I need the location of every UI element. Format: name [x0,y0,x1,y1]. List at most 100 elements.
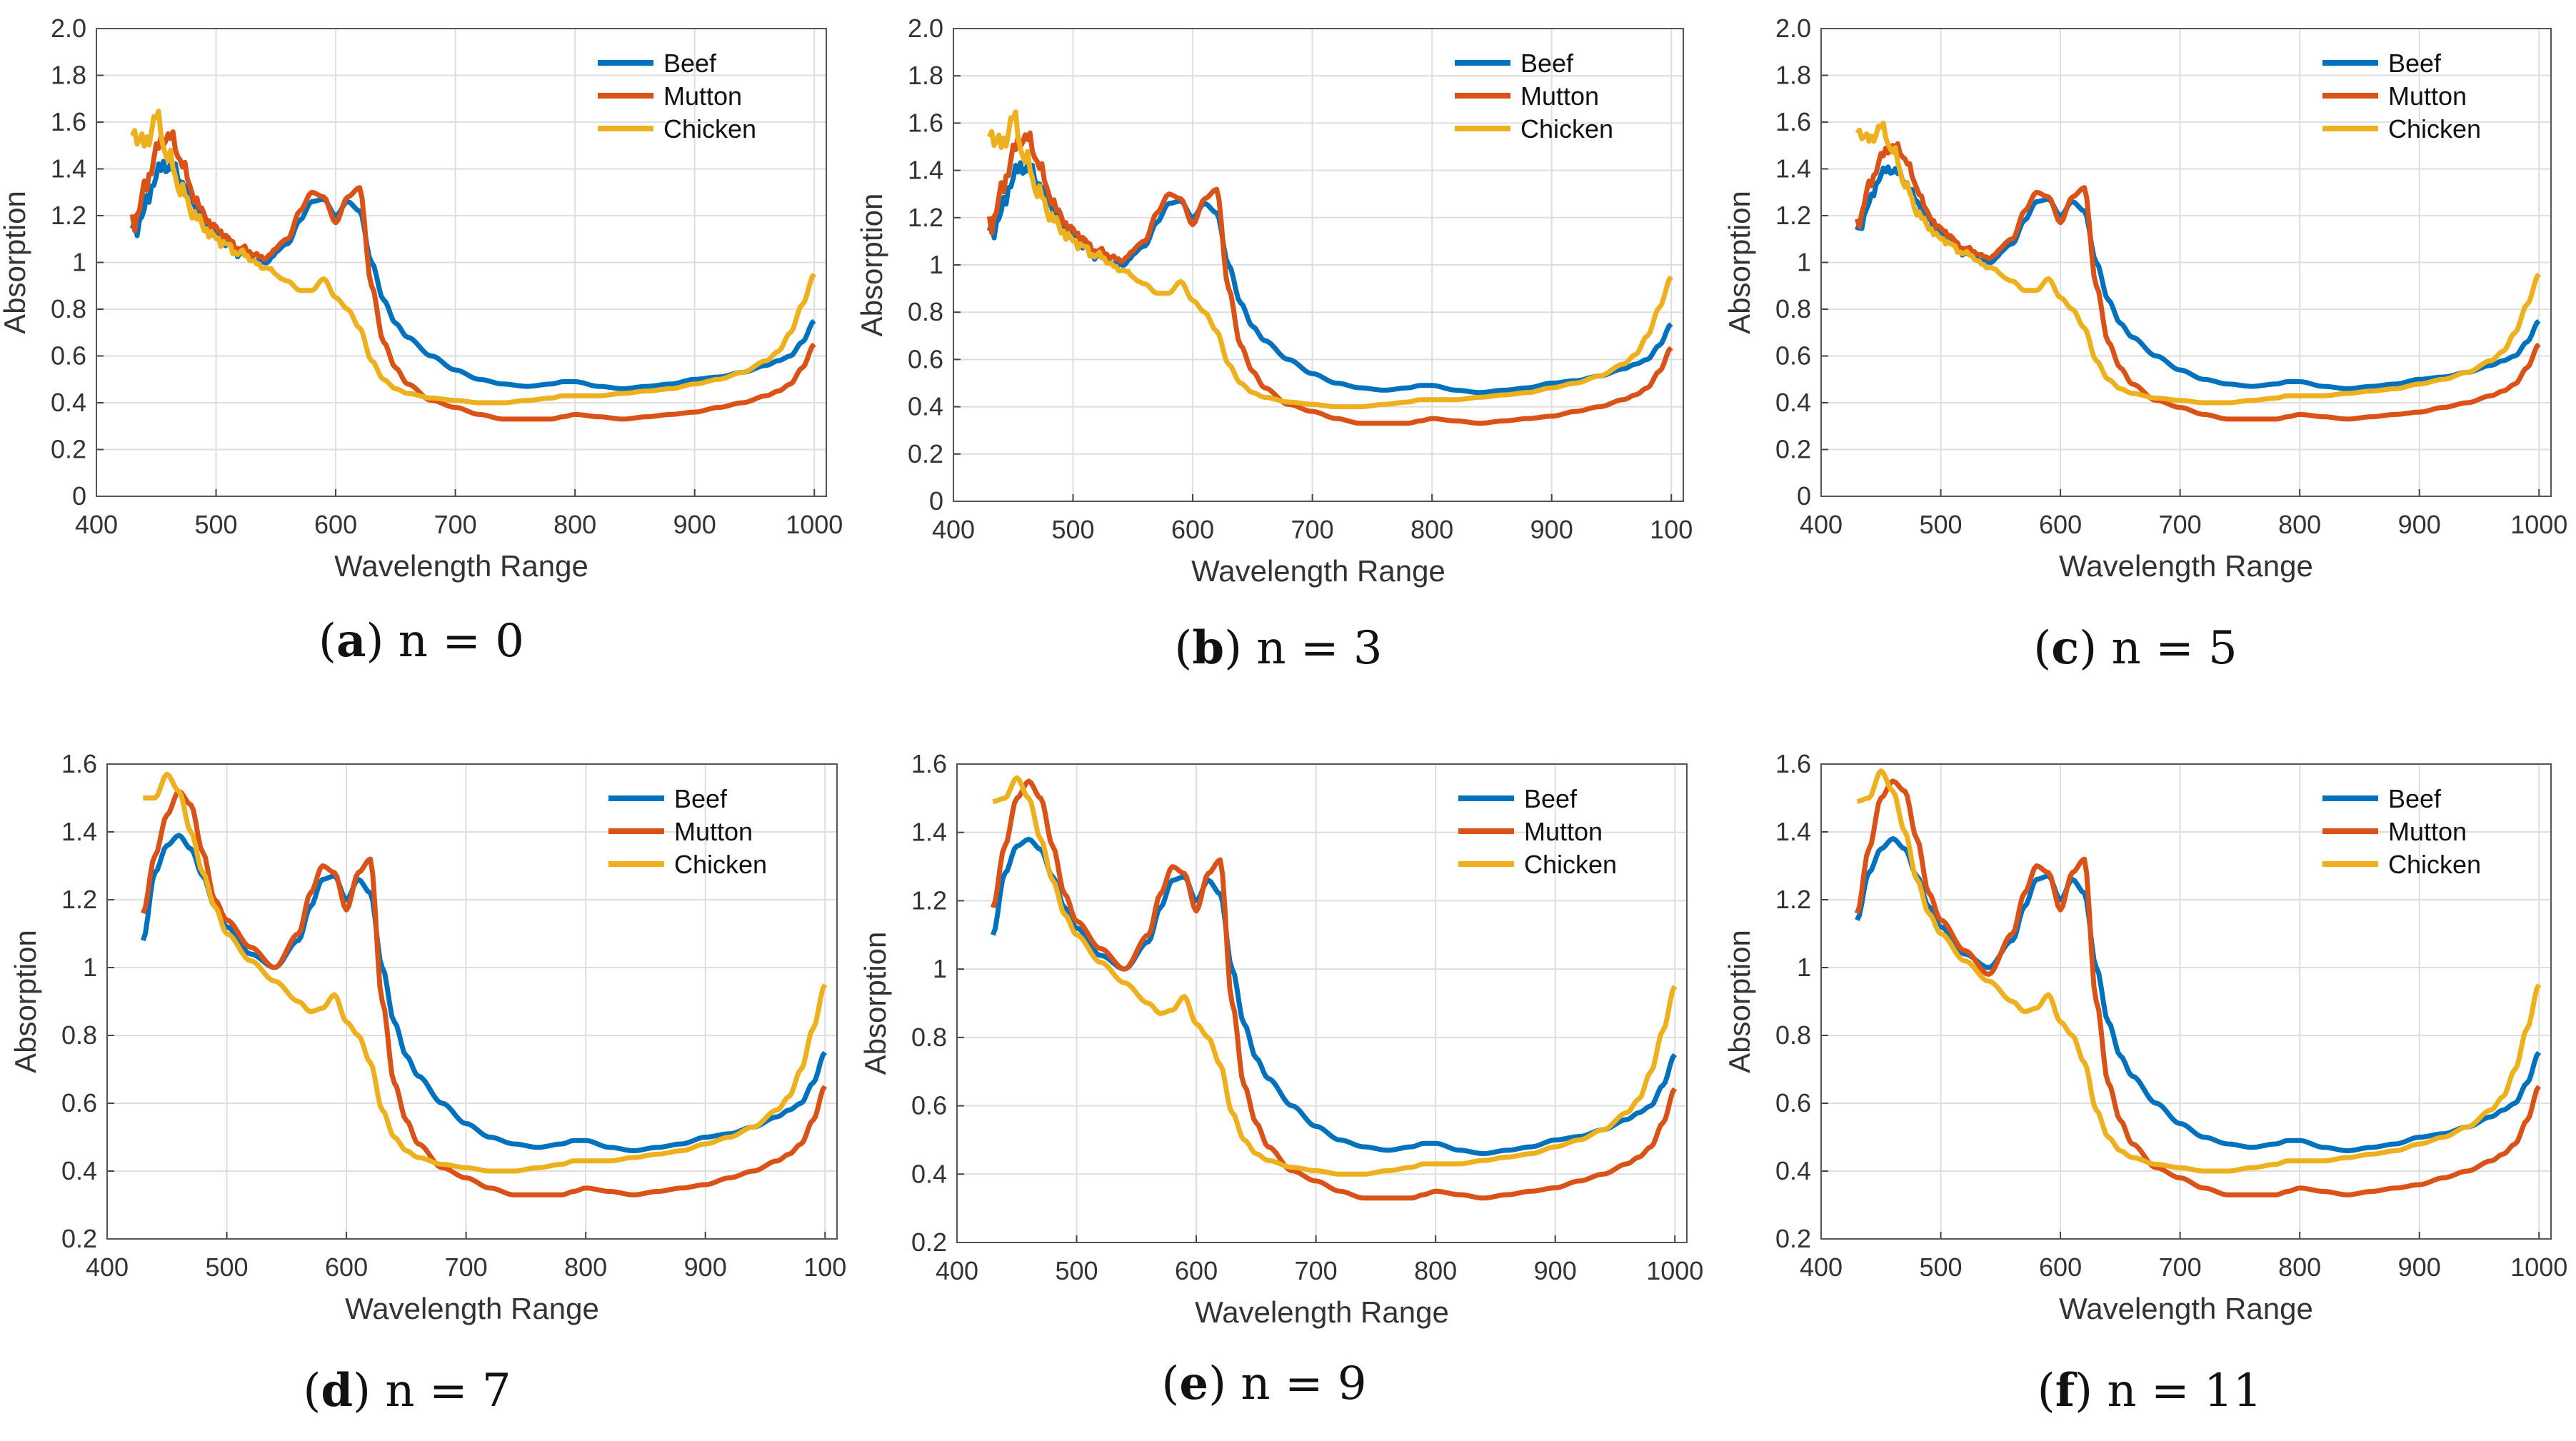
axes-frame-e [956,763,1688,1243]
caption-text-d: n = 7 [385,1365,511,1417]
y-tick-label-b: 1.6 [908,108,943,137]
x-axis-label-e: Wavelength Range [1195,1295,1449,1329]
axes-frame-b [953,28,1684,502]
x-tick-label-b: 700 [1291,515,1334,544]
x-tick-label-e: 500 [1056,1256,1098,1285]
plot-area-d [107,764,837,1239]
x-tick-label-b: 100 [1650,515,1693,544]
y-tick-label-c: 0.4 [1775,388,1811,417]
y-tick-label-a: 0.6 [51,341,86,371]
x-tick-label-b: 900 [1530,515,1573,544]
y-tick-label-c: 0.2 [1775,435,1811,464]
y-axis-label-e: Absorption [858,932,892,1075]
chart-b: 400 500 600 700 800 900 10000.20.40.60.811.21.… [855,14,1693,588]
y-axis-label-b: Absorption [855,194,888,337]
x-tick-label-c: 900 [2398,510,2441,539]
axes-frame-d [106,763,838,1240]
chart-c: 400 500 600 700 800 900 1000 0 0.2 0.4 0.6 0.8 1 1.2 1… [1723,14,2567,583]
y-tick-label-b: 0.2 [908,439,943,468]
x-axis-label-d: Wavelength Range [345,1292,599,1325]
plot-area-e [957,764,1687,1242]
legend-label-mutton-e: Mutton [1524,817,1603,846]
x-tick-label-d: 600 [325,1252,368,1282]
x-tick-label-f: 400 [1800,1252,1843,1282]
caption-label-c: c [2051,621,2080,675]
y-tick-label-d: 0.4 [61,1156,97,1185]
y-tick-label-f: 1 [1797,953,1811,982]
y-tick-label-e: 0.4 [911,1159,947,1188]
series-line-mutton-b [986,130,1673,426]
x-tick-label-d: 700 [445,1252,488,1282]
x-tick-label-e: 700 [1295,1256,1338,1285]
y-tick-label-b: 0.8 [908,297,943,326]
y-tick-label-c: 1.2 [1775,201,1811,230]
y-tick-label-e: 0.8 [911,1023,947,1052]
panel-a: 400 500 600 700 800 900 1000 0 0.2 0.4 0.6 0.8 1 1.2 1… [0,0,857,714]
y-tick-label-c: 0 [1797,481,1811,511]
y-tick-label-c: 1 [1797,248,1811,277]
caption-text-a: n = 0 [398,615,524,668]
y-tick-label-a: 1.8 [51,61,86,90]
legend-label-mutton-d: Mutton [674,817,753,846]
caption-text-e: n = 9 [1241,1357,1367,1410]
legend-label-chicken-f: Chicken [2388,850,2481,879]
y-tick-label-a: 0.4 [51,388,86,417]
y-tick-label-a: 0.2 [51,435,86,464]
series-line-beef-d [140,833,827,1153]
x-tick-label-a: 1000 [786,510,843,539]
chart-f: 400 500 600 700 800 900 1000 0.2 0.4 0.6 0.8 1 1.2 1.… [1723,749,2567,1325]
y-tick-label-c: 0.8 [1775,294,1811,323]
y-tick-label-f: 0.2 [1775,1224,1811,1253]
x-tick-label-e: 1000 [1646,1256,1703,1285]
x-tick-label-c: 1000 [2510,510,2567,539]
y-tick-label-a: 1 [72,248,86,277]
y-tick-label-f: 1.2 [1775,885,1811,914]
caption-label-e: e [1179,1357,1209,1410]
caption-e: (e) n = 9 [1161,1357,1367,1410]
y-tick-label-c: 1.6 [1775,107,1811,136]
legend-label-beef-d: Beef [674,784,728,813]
series-line-chicken-f [1856,768,2542,1174]
panel-b: 400 500 600 700 800 900 100 0 0.2 0.4 0.6 0.8 1 1.2 1.… [855,0,1714,714]
y-tick-label-c: 0.6 [1775,341,1811,371]
y-tick-label-a: 0.8 [51,294,86,323]
y-tick-label-b: 1.4 [908,156,943,185]
chart-e: 400 500 600 700 800 900 1000 0.2 0.4 0.6 0.8 1 1.2 1.… [858,749,1703,1329]
y-axis-label-f: Absorption [1723,930,1756,1073]
y-tick-label-f: 1.6 [1775,749,1811,778]
panel-f: 400 500 600 700 800 900 1000 0.2 0.4 0.6 0.8 1 1.2 1.… [1714,735,2571,1441]
y-tick-label-f: 0.6 [1775,1088,1811,1118]
x-tick-label-d: 800 [564,1252,607,1282]
y-tick-label-f: 0.8 [1775,1020,1811,1050]
series-line-chicken-a [130,109,816,406]
caption-d: (d) n = 7 [303,1364,511,1417]
y-tick-label-d: 1.6 [61,749,97,778]
series-line-beef-e [991,836,1678,1157]
x-tick-label-f: 600 [2039,1252,2082,1282]
series-line-chicken-e [992,775,1678,1177]
legend-label-mutton-b: Mutton [1520,81,1599,111]
x-tick-label-a: 900 [673,510,716,539]
x-axis-label-b: Wavelength Range [1191,554,1445,588]
legend-label-beef-e: Beef [1524,784,1578,813]
caption-f: (f) n = 11 [2037,1364,2262,1417]
legend-label-beef-f: Beef [2388,784,2442,813]
x-tick-label-d: 100 [803,1252,846,1282]
y-tick-label-b: 2.0 [908,14,943,43]
x-tick-label-f: 900 [2398,1252,2441,1282]
panel-c: 400 500 600 700 800 900 1000 0 0.2 0.4 0.6 0.8 1 1.2 1… [1714,0,2571,714]
series-line-mutton-a [129,129,816,422]
legend-label-mutton-f: Mutton [2388,817,2467,846]
legend-label-beef-a: Beef [663,49,717,78]
caption-c: (c) n = 5 [2033,621,2237,675]
y-tick-label-f: 1.4 [1775,817,1811,846]
caption-text-f: n = 11 [2107,1365,2262,1417]
series-line-mutton-c [1854,141,2541,422]
y-tick-label-e: 1 [933,954,947,983]
y-tick-label-e: 0.6 [911,1091,947,1120]
y-tick-label-d: 0.2 [61,1224,97,1253]
y-axis-label-c: Absorption [1723,191,1756,334]
y-tick-label-d: 1.2 [61,885,97,914]
caption-label-a: a [336,614,366,668]
